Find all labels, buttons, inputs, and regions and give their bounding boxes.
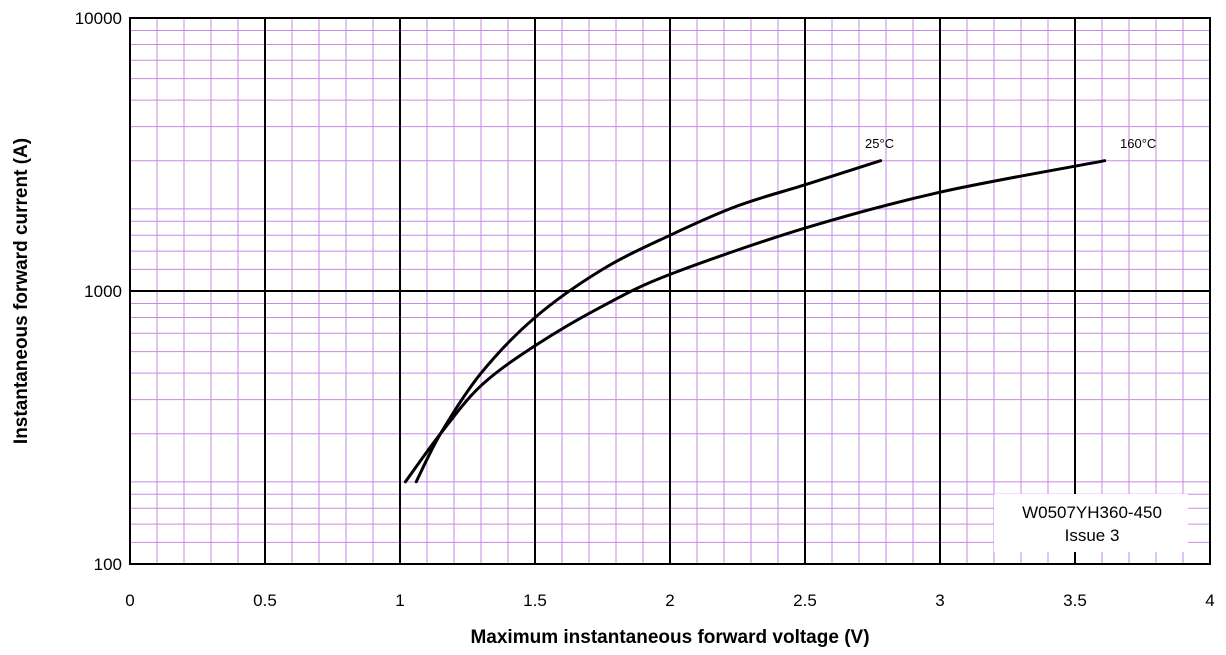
x-tick-label: 0.5 xyxy=(253,591,277,610)
series-line-25c xyxy=(414,159,883,484)
plot-frame xyxy=(129,17,1211,565)
x-tick-label: 4 xyxy=(1205,591,1214,610)
y-axis-title: Instantaneous forward current (A) xyxy=(11,138,32,444)
x-tick-label: 3.5 xyxy=(1063,591,1087,610)
major-grid xyxy=(130,18,1210,564)
series-line-160c xyxy=(403,159,1107,484)
series-label-25c: 25°C xyxy=(865,136,894,151)
series-label-160c: 160°C xyxy=(1120,136,1156,151)
y-tick-labels: 100 1000 10000 xyxy=(75,9,122,574)
annotation-line-1: W0507YH360-450 xyxy=(1022,503,1162,522)
x-tick-label: 1.5 xyxy=(523,591,547,610)
y-tick-label: 10000 xyxy=(75,9,122,28)
series-labels: 25°C 160°C xyxy=(865,136,1156,151)
x-tick-label: 1 xyxy=(395,591,404,610)
x-tick-label: 2 xyxy=(665,591,674,610)
y-tick-label: 100 xyxy=(94,555,122,574)
x-tick-label: 2.5 xyxy=(793,591,817,610)
series-layer xyxy=(403,159,1107,484)
x-axis-title: Maximum instantaneous forward voltage (V… xyxy=(470,627,869,648)
y-tick-label: 1000 xyxy=(84,282,122,301)
x-tick-labels: 0 0.5 1 1.5 2 2.5 3 3.5 4 xyxy=(125,591,1214,610)
annotation-line-2: Issue 3 xyxy=(1065,526,1120,545)
x-tick-label: 0 xyxy=(125,591,134,610)
annotation-background xyxy=(994,494,1188,552)
annotation-box: W0507YH360-450 Issue 3 xyxy=(994,494,1188,552)
x-tick-label: 3 xyxy=(935,591,944,610)
